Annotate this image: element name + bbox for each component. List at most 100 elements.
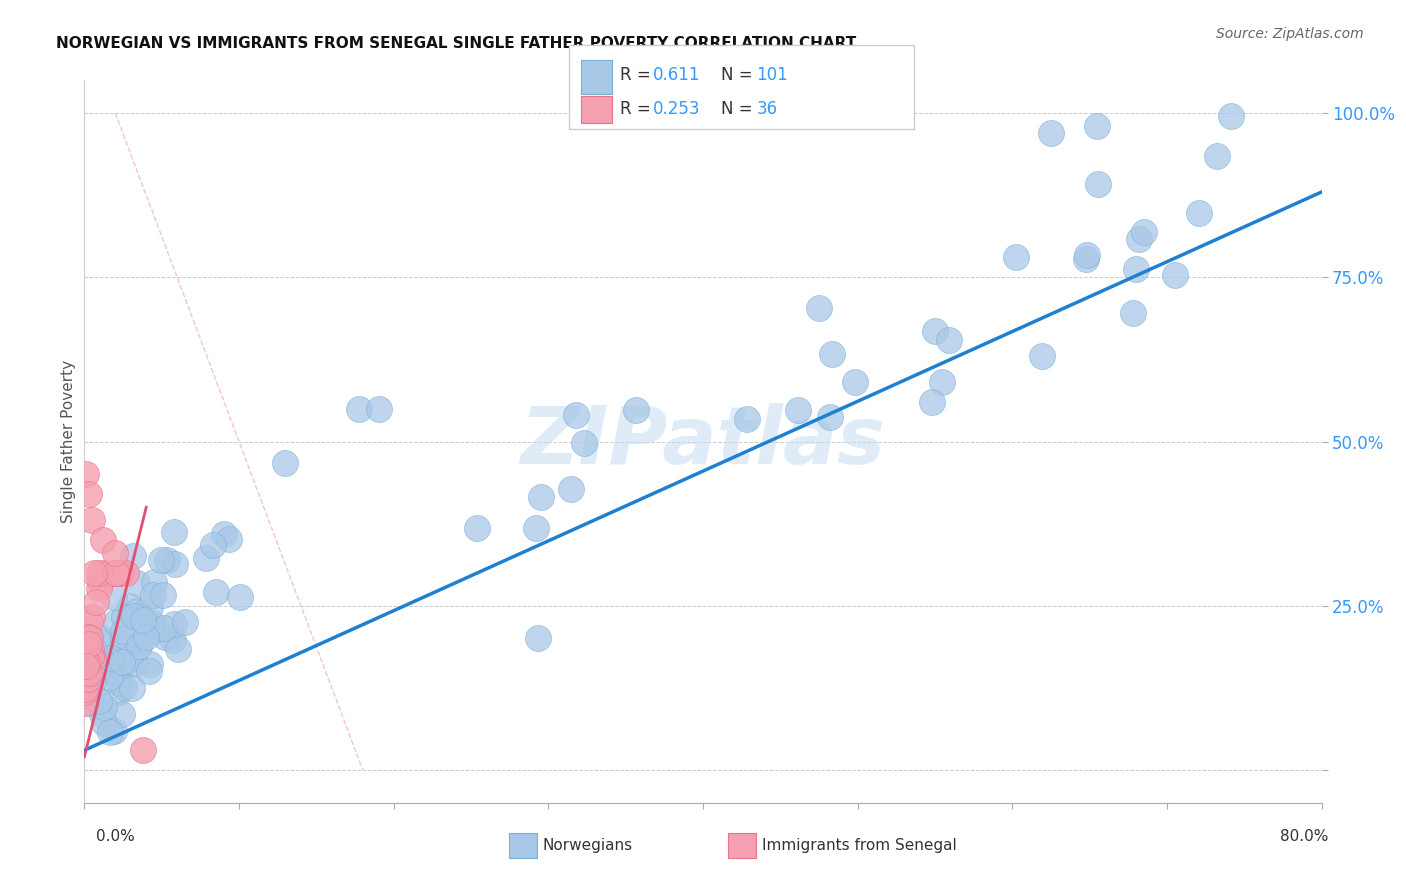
Point [82, 641, 104, 656]
Point [153, 630, 176, 644]
Point [1188, 206, 1211, 220]
Text: R =: R = [620, 100, 651, 118]
Point [818, 409, 841, 424]
Point [84, 595, 107, 609]
Point [111, 639, 134, 653]
Point [173, 615, 195, 629]
Point [1076, 252, 1098, 267]
Point [218, 533, 240, 547]
Point [143, 623, 166, 637]
Point [787, 402, 810, 417]
Text: 0.0%: 0.0% [96, 830, 135, 844]
Point [80, 610, 103, 624]
Text: 0.253: 0.253 [652, 100, 700, 118]
Point [465, 521, 488, 535]
Point [1087, 120, 1109, 134]
Point [150, 553, 173, 567]
Point [112, 610, 135, 624]
Point [75, 659, 97, 673]
Point [82, 652, 104, 666]
Point [844, 375, 866, 389]
Point [1031, 349, 1053, 363]
Point [111, 655, 134, 669]
Text: Immigrants from Senegal: Immigrants from Senegal [762, 838, 957, 853]
Point [141, 615, 163, 630]
Point [87, 693, 110, 707]
Point [938, 334, 960, 348]
Point [1087, 177, 1109, 191]
Point [91, 533, 114, 547]
Point [128, 639, 150, 653]
Point [122, 608, 145, 623]
Text: N =: N = [721, 66, 752, 84]
Point [162, 633, 184, 648]
Point [91, 707, 114, 722]
Point [124, 657, 146, 671]
Point [82, 513, 104, 527]
Text: 101: 101 [756, 66, 789, 84]
Point [153, 621, 176, 635]
Point [156, 553, 179, 567]
Point [135, 631, 157, 645]
Point [87, 629, 110, 643]
Point [163, 616, 186, 631]
Point [368, 401, 391, 416]
Point [142, 588, 165, 602]
Point [104, 615, 127, 629]
Point [77, 637, 100, 651]
Point [1205, 149, 1227, 163]
Point [97, 653, 120, 667]
Point [560, 482, 582, 496]
Text: ZIPatlas: ZIPatlas [520, 402, 886, 481]
Point [1133, 225, 1156, 239]
Point [821, 347, 844, 361]
Point [349, 401, 371, 416]
Point [75, 685, 97, 699]
Point [75, 651, 97, 665]
Point [162, 524, 184, 539]
Point [118, 599, 141, 614]
Point [127, 575, 149, 590]
Point [79, 697, 101, 711]
Text: N =: N = [721, 100, 752, 118]
Point [89, 693, 111, 707]
Point [98, 725, 121, 739]
Point [83, 566, 105, 580]
Point [76, 672, 98, 686]
Point [205, 585, 228, 599]
Point [89, 566, 111, 580]
Point [108, 675, 131, 690]
Point [80, 642, 103, 657]
Point [103, 724, 125, 739]
Point [524, 521, 547, 535]
Point [79, 649, 101, 664]
Point [73, 696, 96, 710]
Point [1164, 268, 1187, 283]
Point [127, 604, 149, 618]
Point [142, 574, 165, 589]
Point [112, 680, 135, 694]
Point [94, 566, 117, 580]
Point [274, 456, 297, 470]
Point [120, 651, 142, 665]
Point [165, 558, 187, 572]
Point [152, 588, 174, 602]
Point [565, 409, 588, 423]
Point [1122, 305, 1144, 319]
Point [77, 665, 100, 680]
Point [114, 657, 136, 671]
Point [529, 490, 551, 504]
Text: 80.0%: 80.0% [1281, 830, 1329, 844]
Point [91, 665, 114, 679]
Point [89, 581, 111, 595]
Point [77, 487, 100, 501]
Text: NORWEGIAN VS IMMIGRANTS FROM SENEGAL SINGLE FATHER POVERTY CORRELATION CHART: NORWEGIAN VS IMMIGRANTS FROM SENEGAL SIN… [56, 36, 856, 51]
Point [76, 656, 98, 670]
Point [1039, 126, 1063, 140]
Point [112, 624, 135, 638]
Point [1005, 250, 1028, 264]
Point [105, 566, 128, 580]
Text: R =: R = [620, 66, 651, 84]
Point [111, 707, 134, 722]
Point [132, 613, 155, 627]
